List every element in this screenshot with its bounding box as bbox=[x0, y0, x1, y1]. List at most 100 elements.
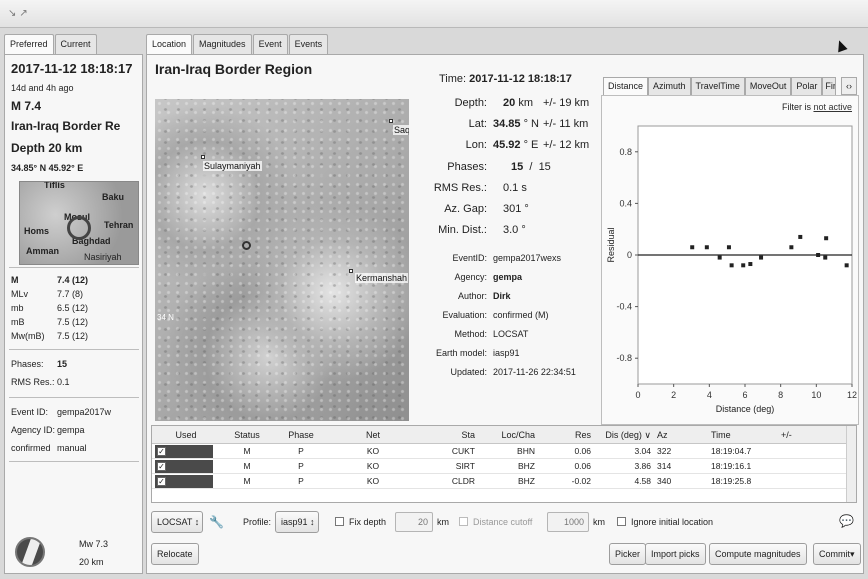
cell-sta: CUKT bbox=[451, 446, 475, 456]
table-scrollbar[interactable] bbox=[846, 426, 856, 502]
cell-dis: 3.86 bbox=[634, 461, 651, 471]
table-row[interactable]: ✓ M P KO CUKT BHN 0.06 3.04 322 18:19:04.7 bbox=[152, 444, 856, 459]
cell-az: 314 bbox=[657, 461, 672, 471]
overview-map[interactable]: Tiflis Baku Mosul Tehran Homs Baghdad Am… bbox=[19, 181, 139, 265]
cell-net: KO bbox=[366, 446, 380, 456]
residual-plot[interactable]: Filter is not active 0.8 0.4 0 -0.4 -0.8 0 2 4 6… bbox=[601, 95, 859, 425]
data-point bbox=[824, 236, 829, 241]
tab-event[interactable]: Event bbox=[252, 34, 288, 54]
table-row[interactable]: ✓ M P KO CLDR BHZ -0.02 4.58 340 18:19:25.8 bbox=[152, 474, 856, 489]
arrivals-table[interactable]: Used Status Phase Net Sta Loc/Cha Res Di… bbox=[151, 425, 857, 503]
y-tick-label: -0.4 bbox=[616, 302, 632, 312]
rms-row: RMS Res.: 0.1 bbox=[11, 377, 70, 387]
cell-res: 0.06 bbox=[574, 461, 591, 471]
used-checkbox[interactable]: ✓ bbox=[157, 461, 166, 471]
tab-location[interactable]: Location bbox=[146, 34, 193, 55]
column-header[interactable]: Net bbox=[365, 430, 380, 440]
profile-select[interactable]: iasp91 ↕ bbox=[275, 511, 319, 533]
column-header[interactable]: Phase bbox=[288, 430, 314, 440]
magnitude-row: mB 7.5 (12) bbox=[11, 317, 89, 327]
cell-az: 340 bbox=[657, 476, 672, 486]
title-bar: ↘↗ bbox=[0, 0, 868, 28]
fm-depth: 20 km bbox=[79, 557, 104, 567]
column-header[interactable]: Status bbox=[234, 430, 260, 440]
fix-depth-checkbox[interactable] bbox=[335, 517, 344, 526]
used-cell: ✓ bbox=[152, 459, 220, 473]
column-header[interactable]: Time bbox=[711, 430, 731, 440]
comment-icon[interactable]: 💬 bbox=[839, 514, 854, 528]
filter-link[interactable]: not active bbox=[813, 102, 852, 112]
x-tick-label: 4 bbox=[707, 390, 712, 400]
window-icons[interactable]: ↘↗ bbox=[8, 8, 31, 19]
cell-pm bbox=[778, 459, 838, 473]
column-header[interactable]: Az bbox=[657, 430, 668, 440]
column-header[interactable]: Dis (deg) ∨ bbox=[605, 430, 651, 440]
tab-fir[interactable]: Fir bbox=[822, 77, 837, 95]
wrench-icon[interactable]: 🔧 bbox=[209, 515, 224, 529]
magnitude-row: M 7.4 (12) bbox=[11, 275, 89, 285]
x-tick-label: 2 bbox=[671, 390, 676, 400]
tab-events[interactable]: Events bbox=[288, 34, 329, 54]
tab-moveout[interactable]: MoveOut bbox=[744, 77, 792, 95]
cell-loc: BHZ bbox=[518, 461, 535, 471]
compute-magnitudes-button[interactable]: Compute magnitudes bbox=[709, 543, 807, 565]
cell-res: -0.02 bbox=[571, 476, 591, 486]
location-map[interactable]: Sulaymaniyah Kermanshah Saqqez 34 N bbox=[155, 99, 409, 421]
epicenter-marker-icon bbox=[67, 216, 91, 240]
tab-azimuth[interactable]: Azimuth bbox=[648, 77, 691, 95]
column-header[interactable]: Loc/Cha bbox=[501, 430, 535, 440]
relocate-button[interactable]: Relocate bbox=[151, 543, 199, 565]
cell-phase: P bbox=[298, 476, 304, 486]
filter-status: Filter is not active bbox=[781, 102, 852, 112]
cell-status: M bbox=[243, 461, 251, 471]
picker-button[interactable]: Picker bbox=[609, 543, 647, 565]
fix-depth-label: Fix depth bbox=[349, 517, 387, 527]
evaluation-row: confirmed manual bbox=[11, 443, 87, 453]
divider bbox=[9, 349, 139, 350]
commit-button[interactable]: Commit▾ bbox=[813, 543, 861, 565]
import-picks-button[interactable]: Import picks bbox=[645, 543, 706, 565]
cell-loc: BHN bbox=[517, 446, 535, 456]
location-tab-body: Iran-Iraq Border Region Sulaymaniyah Ker… bbox=[146, 54, 864, 574]
column-header[interactable]: Used bbox=[175, 430, 197, 440]
distance-cutoff-checkbox[interactable] bbox=[459, 517, 468, 526]
event-meta-list: Event ID: gempa2017w Agency ID: gempa conf… bbox=[11, 403, 139, 457]
locator-select[interactable]: LOCSAT ↕ bbox=[151, 511, 203, 533]
region-title: Iran-Iraq Border Region bbox=[155, 61, 313, 77]
km-unit: km bbox=[437, 517, 449, 527]
distance-cutoff-input[interactable]: 1000 bbox=[547, 512, 589, 532]
data-point bbox=[726, 245, 731, 250]
region-label: Iran-Iraq Border Re bbox=[11, 119, 121, 133]
data-point bbox=[798, 234, 803, 239]
table-row[interactable]: ✓ M P KO SIRT BHZ 0.06 3.86 314 18:19:16.1 bbox=[152, 459, 856, 474]
data-point bbox=[729, 263, 734, 268]
divider bbox=[9, 267, 139, 268]
city-marker-icon bbox=[389, 119, 393, 123]
tab-traveltime[interactable]: TravelTime bbox=[690, 77, 745, 95]
column-header[interactable]: +/- bbox=[781, 430, 792, 440]
event-id-row: Event ID: gempa2017w bbox=[11, 407, 112, 417]
km-unit: km bbox=[593, 517, 605, 527]
x-tick-label: 12 bbox=[847, 390, 857, 400]
tab-preferred[interactable]: Preferred bbox=[4, 34, 54, 55]
column-header[interactable]: Sta bbox=[461, 430, 475, 440]
tab-polar[interactable]: Polar bbox=[791, 77, 823, 95]
plot-tabs: Distance Azimuth TravelTime MoveOut Pola… bbox=[603, 77, 837, 95]
focal-mechanism-icon[interactable] bbox=[15, 537, 45, 567]
x-tick-label: 6 bbox=[742, 390, 747, 400]
tab-current[interactable]: Current bbox=[54, 34, 97, 54]
fix-depth-input[interactable]: 20 bbox=[395, 512, 433, 532]
y-tick-label: 0.8 bbox=[619, 147, 632, 157]
tab-scroll-arrows-icon[interactable]: ‹› bbox=[841, 77, 857, 95]
tab-magnitudes[interactable]: Magnitudes bbox=[193, 34, 252, 54]
used-checkbox[interactable]: ✓ bbox=[157, 476, 166, 486]
latitude-label: 34 N bbox=[157, 313, 174, 322]
tab-distance[interactable]: Distance bbox=[603, 77, 649, 95]
map-label: Tiflis bbox=[44, 181, 65, 190]
ignore-initial-checkbox[interactable] bbox=[617, 517, 626, 526]
map-city-label: Sulaymaniyah bbox=[203, 161, 262, 171]
cell-status: M bbox=[243, 446, 251, 456]
divider bbox=[9, 397, 139, 398]
used-checkbox[interactable]: ✓ bbox=[157, 446, 166, 456]
column-header[interactable]: Res bbox=[574, 430, 591, 440]
